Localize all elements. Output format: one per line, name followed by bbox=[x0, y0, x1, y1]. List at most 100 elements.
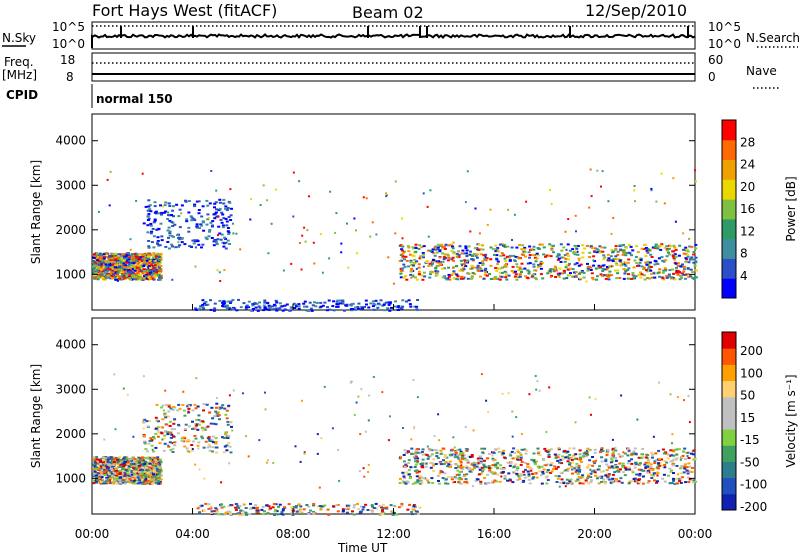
data-cell bbox=[623, 272, 627, 275]
data-cell bbox=[640, 265, 644, 268]
data-cell bbox=[475, 253, 479, 256]
data-cell bbox=[681, 263, 684, 266]
data-cell bbox=[561, 272, 565, 275]
data-cell bbox=[500, 475, 503, 478]
data-cell bbox=[168, 425, 172, 427]
data-cell bbox=[590, 247, 594, 249]
data-cell bbox=[435, 449, 439, 452]
data-cell bbox=[141, 272, 145, 275]
data-cell bbox=[648, 261, 652, 264]
data-cell bbox=[534, 260, 538, 263]
data-cell bbox=[130, 253, 134, 255]
data-cell bbox=[515, 472, 519, 475]
data-cell bbox=[162, 205, 165, 208]
data-cell bbox=[656, 247, 660, 250]
data-cell bbox=[523, 248, 526, 251]
data-cell bbox=[625, 261, 628, 264]
data-cell bbox=[157, 480, 160, 483]
data-cell bbox=[556, 258, 560, 261]
data-cell bbox=[213, 302, 217, 305]
data-cell bbox=[657, 257, 661, 260]
data-cell bbox=[399, 267, 403, 270]
data-cell bbox=[450, 478, 454, 481]
data-cell bbox=[395, 513, 399, 516]
data-cell bbox=[527, 478, 531, 481]
data-cell bbox=[229, 301, 232, 304]
data-cell bbox=[454, 467, 458, 469]
x-tick-label: 12:00 bbox=[376, 527, 411, 541]
data-cell bbox=[125, 456, 129, 459]
data-cell bbox=[549, 189, 551, 192]
data-cell bbox=[126, 472, 130, 475]
data-cell bbox=[119, 481, 123, 484]
data-cell bbox=[302, 302, 306, 305]
data-cell bbox=[490, 471, 493, 474]
data-cell bbox=[164, 201, 168, 204]
data-cell bbox=[409, 273, 413, 276]
freq-panel bbox=[91, 52, 696, 82]
data-cell bbox=[611, 258, 615, 261]
data-cell bbox=[201, 427, 205, 430]
data-cell bbox=[695, 180, 697, 183]
data-cell bbox=[139, 270, 143, 273]
data-cell bbox=[656, 245, 660, 248]
data-cell bbox=[162, 409, 165, 412]
data-cell bbox=[685, 466, 689, 469]
data-cell bbox=[548, 243, 552, 246]
data-cell bbox=[146, 231, 150, 234]
data-cell bbox=[180, 204, 184, 207]
data-cell bbox=[193, 219, 197, 222]
colorbar-tick-label: 12 bbox=[740, 224, 755, 238]
data-cell bbox=[101, 276, 104, 279]
data-cell bbox=[123, 475, 127, 477]
data-cell bbox=[516, 265, 519, 268]
data-cell bbox=[193, 239, 197, 242]
data-cell bbox=[167, 405, 171, 408]
data-cell bbox=[111, 277, 115, 280]
data-cell bbox=[164, 389, 167, 392]
data-cell bbox=[525, 449, 528, 452]
data-cell bbox=[688, 245, 692, 248]
data-cell bbox=[634, 453, 638, 456]
data-cell bbox=[646, 459, 650, 462]
data-cell bbox=[355, 252, 358, 255]
data-cell bbox=[578, 456, 582, 459]
data-cell bbox=[589, 266, 593, 269]
data-cell bbox=[647, 461, 651, 464]
data-cell bbox=[118, 275, 122, 278]
nsearch-label: N.Search bbox=[746, 31, 800, 45]
data-cell bbox=[110, 465, 114, 468]
data-cell bbox=[197, 308, 201, 311]
data-cell bbox=[549, 448, 553, 451]
data-cell bbox=[102, 482, 106, 485]
data-cell bbox=[493, 458, 497, 461]
data-cell bbox=[470, 267, 474, 270]
data-cell bbox=[290, 306, 294, 309]
data-cell bbox=[145, 466, 149, 469]
data-cell bbox=[95, 458, 99, 461]
data-cell bbox=[604, 481, 607, 484]
data-cell bbox=[484, 259, 488, 262]
data-cell bbox=[627, 267, 631, 270]
data-cell bbox=[140, 461, 144, 464]
data-cell bbox=[576, 473, 580, 476]
data-cell bbox=[334, 231, 337, 234]
data-cell bbox=[586, 262, 589, 265]
data-cell bbox=[146, 479, 150, 482]
data-cell bbox=[452, 252, 456, 255]
data-cell bbox=[123, 482, 127, 485]
data-cell bbox=[451, 256, 455, 259]
data-cell bbox=[560, 478, 564, 481]
data-cell bbox=[559, 261, 563, 263]
data-cell bbox=[633, 466, 637, 469]
data-cell bbox=[475, 462, 478, 465]
data-cell bbox=[420, 451, 424, 453]
scatter-cells bbox=[92, 373, 698, 516]
data-cell bbox=[471, 485, 474, 488]
data-cell bbox=[288, 309, 291, 312]
data-cell bbox=[342, 509, 345, 512]
data-cell bbox=[389, 415, 391, 418]
data-cell bbox=[361, 307, 365, 310]
data-cell bbox=[653, 472, 657, 475]
data-cell bbox=[127, 270, 131, 273]
